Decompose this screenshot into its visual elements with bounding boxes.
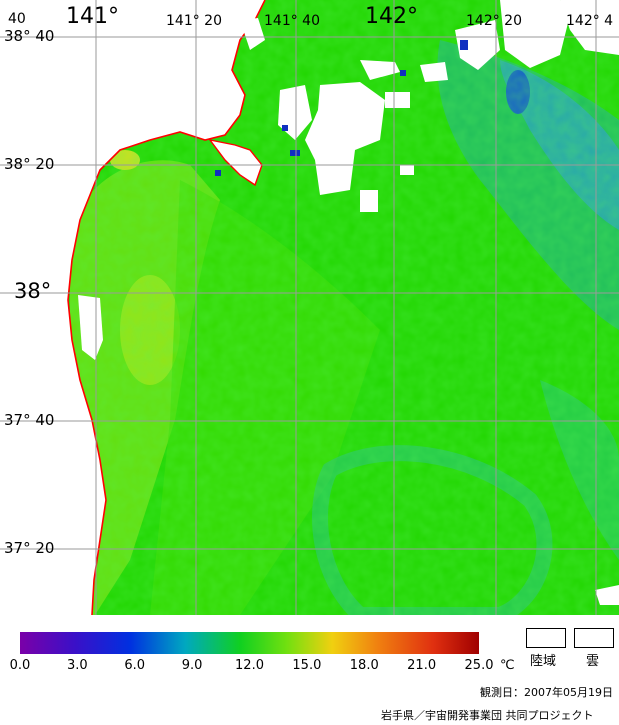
lon-label-141-40: 141° 40 <box>264 13 320 29</box>
lat-label-37-20: 37° 20 <box>4 539 55 557</box>
lon-label-142-40: 142° 4 <box>566 13 614 29</box>
lon-label-140-40: 40 <box>8 11 26 27</box>
cloud-key-label: 雲 <box>586 654 600 669</box>
lon-label-141-20: 141° 20 <box>166 13 222 29</box>
colorbar-tick-label: 15.0 <box>292 658 322 673</box>
lat-label-37-40: 37° 40 <box>4 411 55 429</box>
colorbar-tick-label: 0.0 <box>9 658 31 673</box>
map-canvas <box>0 0 619 615</box>
colorbar-tick-label: 3.0 <box>67 658 88 673</box>
colorbar-tick-label: 9.0 <box>181 658 203 673</box>
colorbar <box>20 632 479 654</box>
cold-speckles <box>215 40 468 176</box>
land-key-swatch <box>526 628 566 648</box>
oshika-peninsula <box>208 138 263 187</box>
lat-label-38: 38° <box>14 279 52 303</box>
lat-label-38-40: 38° 40 <box>4 27 55 45</box>
lat-label-38-20: 38° 20 <box>4 155 55 173</box>
graticule <box>0 0 619 615</box>
lon-label-142-20: 142° 20 <box>466 13 522 29</box>
lon-label-142: 142° <box>365 4 418 29</box>
colorbar-unit: ℃ <box>500 658 515 673</box>
colorbar-tick-label: 25.0 <box>464 658 494 673</box>
lon-label-141: 141° <box>66 4 119 29</box>
observation-date: 観測日：2007年05月19日 <box>480 686 613 699</box>
cloud-key-swatch <box>574 628 614 648</box>
sst-map: 38° 40 38° 20 38° 37° 40 37° 20 40 141° … <box>0 0 619 615</box>
colorbar-tick-label: 12.0 <box>235 658 264 673</box>
land-area <box>0 0 265 615</box>
colorbar-tick-label: 6.0 <box>124 658 146 673</box>
colorbar-tick-label: 18.0 <box>349 658 379 673</box>
credit-text: 岩手県／宇宙開発事業団 共同プロジェクト <box>381 709 594 722</box>
cloud-patches <box>78 0 619 605</box>
land-key-label: 陸域 <box>530 654 557 669</box>
colorbar-tick-label: 21.0 <box>407 658 437 673</box>
